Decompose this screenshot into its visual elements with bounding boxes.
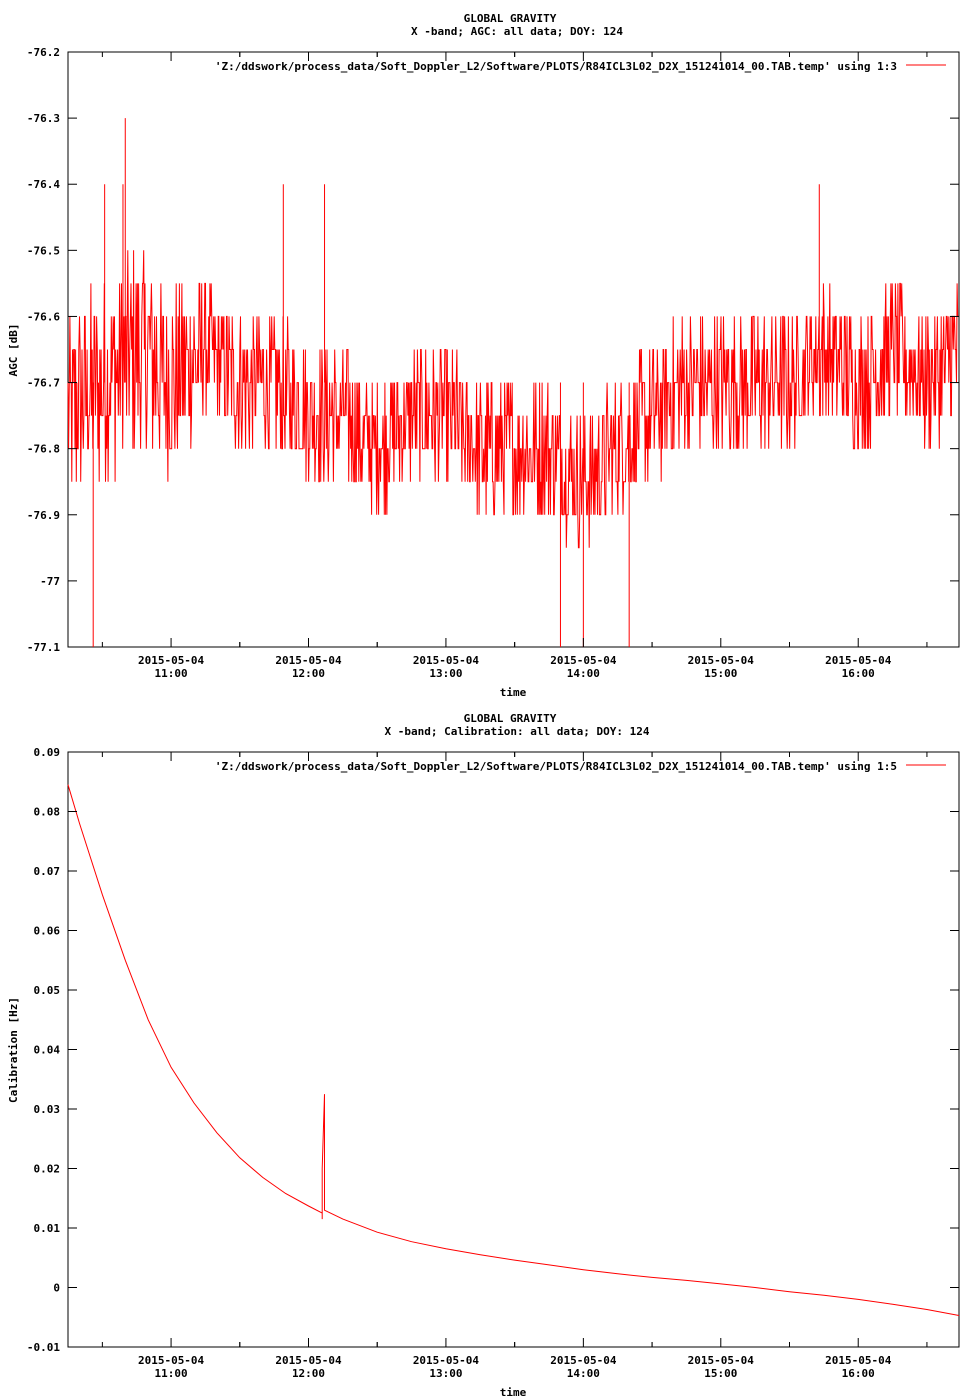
x-tick-date: 2015-05-04	[688, 654, 755, 667]
x-axis-label: time	[500, 686, 527, 699]
y-tick-label: 0.06	[34, 925, 61, 938]
x-tick-date: 2015-05-04	[138, 654, 205, 667]
x-tick-time: 11:00	[155, 1367, 188, 1380]
x-axis: 2015-05-0411:002015-05-0412:002015-05-04…	[101, 52, 928, 680]
y-tick-label: 0.04	[34, 1044, 61, 1057]
x-axis-label: time	[500, 1386, 527, 1399]
series-layer	[67, 118, 959, 647]
x-tick-date: 2015-05-04	[550, 1354, 617, 1367]
chart-subtitle: X -band; AGC: all data; DOY: 124	[411, 25, 623, 38]
x-tick-time: 12:00	[292, 667, 325, 680]
y-tick-label: -76.3	[27, 112, 60, 125]
calibration-chart: GLOBAL GRAVITY X -band; Calibration: all…	[7, 712, 960, 1399]
y-tick-label: 0.09	[34, 746, 61, 759]
x-tick-time: 16:00	[842, 1367, 875, 1380]
y-tick-label: -77.1	[27, 641, 60, 654]
x-tick-date: 2015-05-04	[825, 1354, 892, 1367]
y-tick-label: -76.2	[27, 46, 60, 59]
x-tick-date: 2015-05-04	[413, 654, 480, 667]
y-tick-label: -76.7	[27, 377, 60, 390]
legend-entry-label: 'Z:/ddswork/process_data/Soft_Doppler_L2…	[215, 60, 897, 73]
y-tick-label: -77	[40, 575, 60, 588]
legend-entry-label: 'Z:/ddswork/process_data/Soft_Doppler_L2…	[215, 760, 897, 773]
y-tick-label: -76.8	[27, 443, 60, 456]
x-tick-time: 13:00	[429, 1367, 462, 1380]
x-tick-time: 16:00	[842, 667, 875, 680]
y-tick-label: 0.03	[34, 1103, 61, 1116]
x-tick-time: 12:00	[292, 1367, 325, 1380]
y-tick-label: -76.5	[27, 244, 60, 257]
x-tick-time: 14:00	[567, 1367, 600, 1380]
y-tick-label: 0.02	[34, 1163, 61, 1176]
x-tick-time: 11:00	[155, 667, 188, 680]
x-tick-date: 2015-05-04	[275, 654, 342, 667]
x-axis: 2015-05-0411:002015-05-0412:002015-05-04…	[101, 752, 928, 1380]
x-tick-date: 2015-05-04	[138, 1354, 205, 1367]
y-tick-label: 0.08	[34, 806, 61, 819]
plot-frame	[67, 51, 960, 648]
chart-title: GLOBAL GRAVITY	[464, 12, 557, 25]
y-tick-label: -0.01	[27, 1341, 60, 1354]
y-tick-label: -76.4	[27, 178, 60, 191]
plot-frame	[67, 751, 960, 1348]
series-line	[67, 250, 959, 549]
x-tick-date: 2015-05-04	[550, 654, 617, 667]
series-layer	[67, 784, 960, 1316]
y-tick-label: 0	[53, 1282, 60, 1295]
y-axis-label: AGC [dB]	[7, 324, 20, 377]
x-tick-date: 2015-05-04	[413, 1354, 480, 1367]
y-tick-label: -76.9	[27, 509, 60, 522]
y-tick-label: 0.07	[34, 865, 61, 878]
x-tick-time: 13:00	[429, 667, 462, 680]
y-tick-label: 0.05	[34, 984, 61, 997]
x-tick-time: 14:00	[567, 667, 600, 680]
y-axis-label: Calibration [Hz]	[7, 997, 20, 1103]
chart-subtitle: X -band; Calibration: all data; DOY: 124	[385, 725, 650, 738]
y-tick-label: -76.6	[27, 310, 60, 323]
x-tick-time: 15:00	[704, 1367, 737, 1380]
series-line	[67, 784, 960, 1316]
agc-chart: GLOBAL GRAVITY X -band; AGC: all data; D…	[7, 12, 960, 699]
x-tick-date: 2015-05-04	[688, 1354, 755, 1367]
x-tick-date: 2015-05-04	[825, 654, 892, 667]
y-axis: 0.09 0.08 0.07 0.06 0.05 0.04 0.03 0.02 0.01 0 -0.…	[27, 746, 959, 1354]
x-tick-time: 15:00	[704, 667, 737, 680]
chart-title: GLOBAL GRAVITY	[464, 712, 557, 725]
y-tick-label: 0.01	[34, 1222, 61, 1235]
x-tick-date: 2015-05-04	[275, 1354, 342, 1367]
y-axis: -76.2 -76.3 -76.4 -76.5 -76.6 -76.7 -76.8 -76.9…	[27, 46, 959, 654]
